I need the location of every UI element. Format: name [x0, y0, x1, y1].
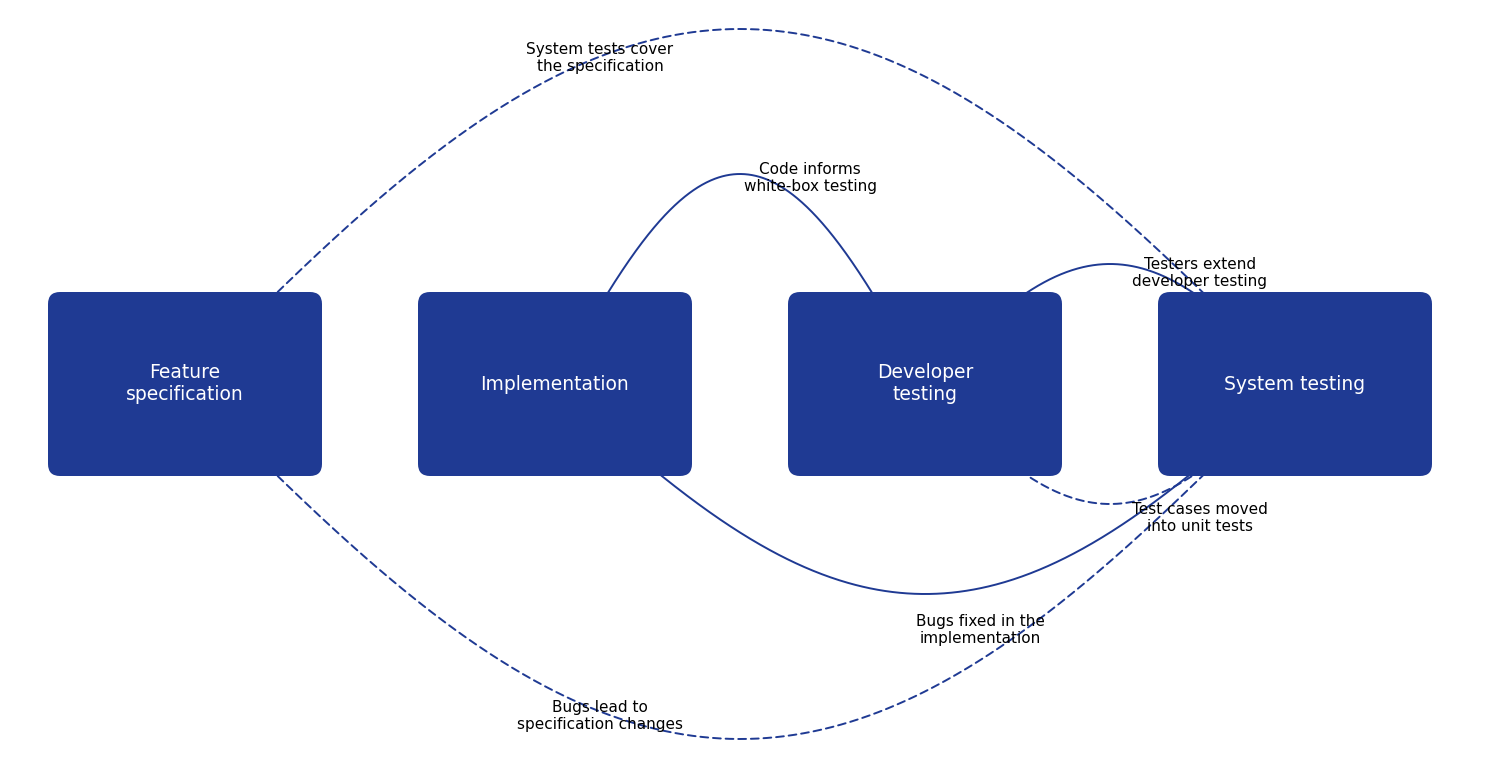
FancyBboxPatch shape — [418, 292, 692, 476]
Text: Bugs fixed in the
implementation: Bugs fixed in the implementation — [916, 614, 1044, 646]
FancyBboxPatch shape — [48, 292, 323, 476]
Text: Test cases moved
into unit tests: Test cases moved into unit tests — [1132, 502, 1268, 535]
Text: Implementation: Implementation — [481, 375, 629, 393]
Text: Developer
testing: Developer testing — [877, 363, 973, 405]
Text: Testers extend
developer testing: Testers extend developer testing — [1132, 257, 1267, 290]
Text: System testing: System testing — [1225, 375, 1366, 393]
Text: System tests cover
the specification: System tests cover the specification — [526, 41, 674, 74]
Text: Feature
specification: Feature specification — [125, 363, 244, 405]
FancyBboxPatch shape — [787, 292, 1062, 476]
FancyBboxPatch shape — [1158, 292, 1433, 476]
Text: Code informs
white-box testing: Code informs white-box testing — [744, 162, 877, 194]
Text: Bugs lead to
specification changes: Bugs lead to specification changes — [517, 700, 683, 732]
